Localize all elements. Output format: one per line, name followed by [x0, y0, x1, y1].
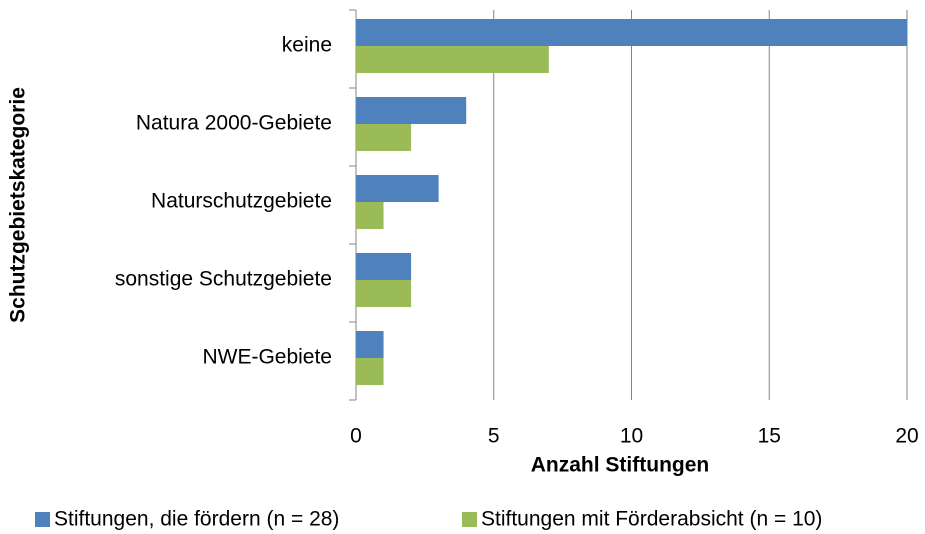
y-tick-label: Natura 2000-Gebiete	[136, 112, 332, 135]
y-tick-label: keine	[282, 34, 332, 57]
legend-label: Stiftungen mit Förderabsicht (n = 10)	[481, 508, 822, 531]
bar	[356, 253, 412, 280]
x-tick-label: 15	[758, 425, 781, 448]
y-tick-label: Naturschutzgebiete	[151, 190, 332, 213]
x-tick-label: 20	[895, 425, 918, 448]
bar	[356, 124, 412, 151]
bar	[356, 202, 384, 229]
bar	[356, 358, 384, 385]
y-tick-label: NWE-Gebiete	[202, 346, 332, 369]
legend-label: Stiftungen, die fördern (n = 28)	[54, 508, 339, 531]
bar	[356, 19, 907, 46]
legend-swatch	[462, 512, 477, 527]
bar	[356, 97, 467, 124]
y-axis-label: Schutzgebietskategorie	[7, 87, 30, 323]
x-axis-label: Anzahl Stiftungen	[531, 454, 709, 477]
bar	[356, 175, 439, 202]
bar	[356, 46, 549, 73]
x-tick-label: 0	[350, 425, 362, 448]
y-tick-label: sonstige Schutzgebiete	[115, 268, 332, 291]
legend-swatch	[35, 512, 50, 527]
x-tick-label: 5	[488, 425, 500, 448]
bar	[356, 331, 384, 358]
x-tick-label: 10	[620, 425, 643, 448]
bar	[356, 280, 412, 307]
